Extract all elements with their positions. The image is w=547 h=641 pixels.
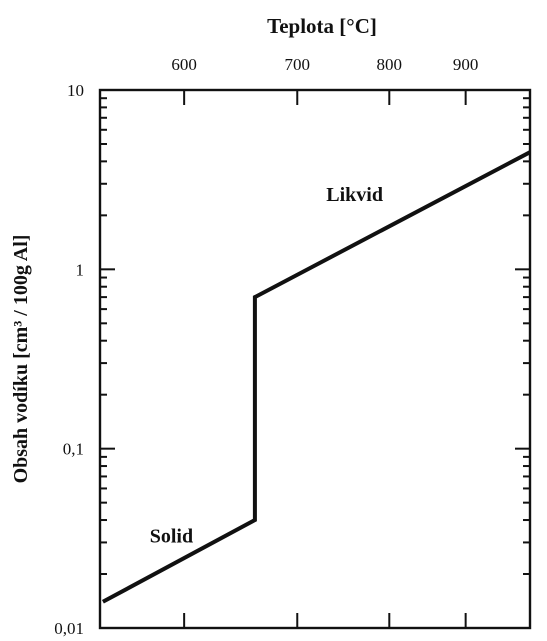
y-tick-label: 1: [76, 260, 85, 279]
axis-ticks: [100, 89, 530, 629]
series-line: [101, 150, 531, 604]
x-tick-label: 800: [377, 55, 403, 74]
y-axis-title: Obsah vodíku [cm³ / 100g Al]: [10, 235, 32, 484]
y-tick-label: 10: [67, 81, 84, 100]
y-tick-label: 0,01: [54, 619, 84, 638]
y-tick-label: 0,1: [63, 440, 84, 459]
y-tick-labels: 10 1 0,1 0,01: [54, 81, 84, 638]
region-labels: Solid Likvid: [150, 184, 383, 547]
x-tick-label: 700: [285, 55, 311, 74]
data-series: [101, 150, 531, 604]
x-tick-labels: 600 700 800 900: [171, 55, 478, 74]
x-tick-label: 600: [171, 55, 197, 74]
x-axis-title: Teplota [°C]: [267, 14, 377, 38]
x-tick-label: 900: [453, 55, 479, 74]
region-label-likvid: Likvid: [326, 184, 383, 206]
plot-frame: [98, 88, 532, 630]
region-label-solid: Solid: [150, 525, 193, 547]
